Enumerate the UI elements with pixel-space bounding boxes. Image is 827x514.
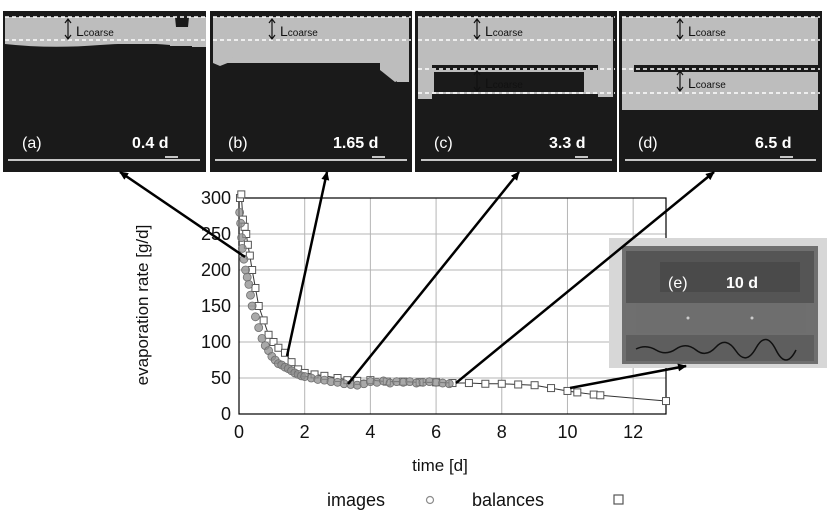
x-tick-label: 6 [431, 422, 441, 442]
inset-label: (e) [668, 275, 688, 292]
images-point [246, 290, 255, 300]
images-point [254, 323, 264, 333]
balances-point [497, 379, 506, 388]
y-tick-label: 100 [201, 332, 231, 352]
tick-labels: 0 2 4 6 8 10 12 0 50 100 150 200 250 300 [201, 188, 643, 442]
y-tick-label: 50 [211, 368, 231, 388]
images-point [257, 333, 267, 343]
balances-point [269, 338, 278, 346]
balances-point [514, 380, 523, 389]
evaporation-chart: 0 2 4 6 8 10 12 0 50 100 150 200 250 300 time [d] eva… [133, 188, 670, 475]
panel-c: Lcoarse Lcoarse (c) 3.3 d [415, 11, 617, 172]
panel-a-time: 0.4 d [132, 135, 168, 152]
images-point [241, 265, 250, 275]
inset-time: 10 d [726, 275, 758, 292]
arrows [119, 170, 715, 390]
legend-label-images: images [327, 490, 385, 510]
y-tick-label: 150 [201, 296, 231, 316]
panel-b: Lcoarse (b) 1.65 d [210, 11, 412, 172]
balances-point [264, 330, 273, 339]
arrow-to-inset-e [569, 363, 687, 390]
x-tick-label: 4 [365, 422, 375, 442]
series-images [235, 207, 454, 390]
images-point [247, 301, 257, 311]
panel-b-time: 1.65 d [333, 135, 378, 152]
balances-point [596, 391, 605, 400]
x-tick-label: 8 [497, 422, 507, 442]
lcoarse-label: Lcoarse [688, 23, 726, 39]
lcoarse-label: Lcoarse [485, 23, 523, 39]
panel-a: Lcoarse (a) 0.4 d [3, 11, 206, 172]
lcoarse-label: Lcoarse [76, 23, 114, 39]
images-point [444, 379, 454, 389]
lcoarse-label-lower: Lcoarse [688, 75, 726, 91]
y-tick-label: 0 [221, 404, 231, 424]
balances-point [662, 397, 670, 406]
balances-point [237, 190, 246, 199]
balances-point [274, 343, 283, 352]
panel-d: Lcoarse Lcoarse (d) 6.5 d [619, 11, 822, 172]
images-point [244, 279, 254, 289]
balances-point [464, 379, 473, 388]
panel-c-label: (c) [434, 135, 453, 152]
y-tick-label: 300 [201, 188, 231, 208]
balances-point [259, 316, 268, 325]
legend-marker-images [425, 495, 435, 505]
images-point [235, 207, 245, 217]
arrow-to-panel-c [347, 171, 520, 385]
panel-a-label: (a) [22, 135, 42, 152]
images-point [237, 243, 247, 253]
balances-line [239, 194, 667, 402]
balances-point [481, 379, 490, 388]
images-point [237, 233, 247, 243]
arrow-to-panel-b [285, 171, 330, 357]
panel-b-label: (b) [228, 135, 248, 152]
balances-point [563, 386, 572, 395]
balances-point [287, 358, 296, 367]
panel-c-time: 3.3 d [549, 135, 585, 152]
images-point [236, 218, 246, 228]
y-axis-title: evaporation rate [g/d] [133, 225, 152, 386]
images-point [242, 272, 252, 282]
y-tick-label: 200 [201, 260, 231, 280]
arrow-to-panel-a [119, 170, 246, 259]
balances-point [530, 381, 539, 390]
legend-label-balances: balances [472, 490, 544, 510]
y-tick-label: 250 [201, 224, 231, 244]
balances-point [251, 284, 260, 292]
inset-photo-e: (e) 10 d [609, 238, 827, 368]
balances-point [547, 384, 556, 393]
x-tick-label: 2 [300, 422, 310, 442]
legend-marker-balances [613, 494, 624, 505]
balances-point [573, 388, 582, 397]
x-tick-label: 12 [623, 422, 643, 442]
x-tick-label: 10 [557, 422, 577, 442]
images-point [251, 312, 260, 322]
panel-d-label: (d) [638, 135, 658, 152]
panel-d-time: 6.5 d [755, 135, 791, 152]
x-tick-label: 0 [234, 422, 244, 442]
legend: images balances [327, 490, 624, 510]
lcoarse-label-lower: Lcoarse [485, 75, 523, 91]
x-axis-title: time [d] [412, 456, 468, 475]
balances-point [589, 390, 598, 399]
lcoarse-label: Lcoarse [280, 23, 318, 39]
arrow-to-panel-d [455, 171, 715, 384]
